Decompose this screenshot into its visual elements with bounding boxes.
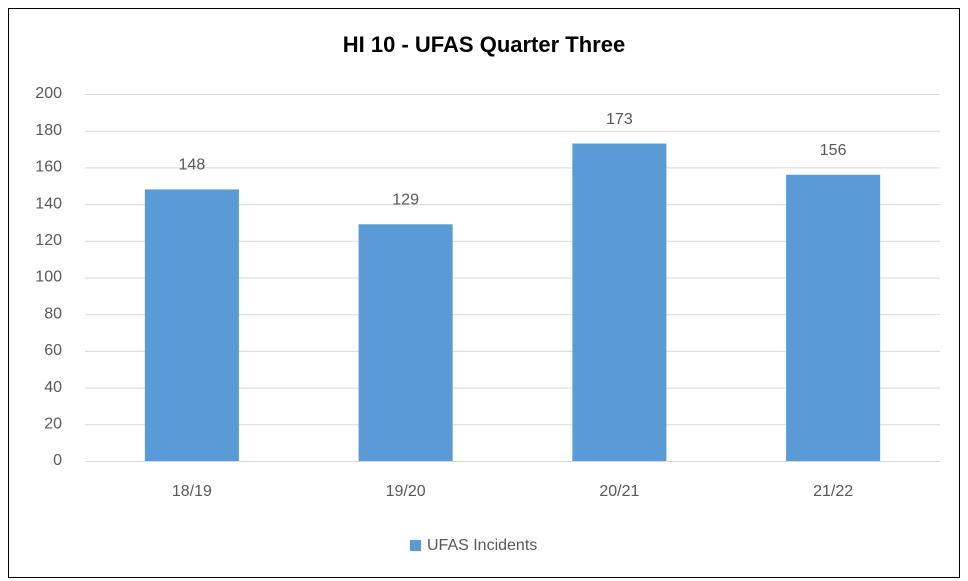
bar	[786, 174, 881, 462]
y-tick-label: 40	[44, 379, 62, 396]
y-tick-label: 140	[35, 195, 62, 212]
legend-label: UFAS Incidents	[427, 537, 537, 554]
x-tick-label: 21/22	[813, 483, 853, 500]
x-tick-label: 18/19	[172, 483, 212, 500]
legend-swatch	[410, 540, 421, 551]
y-tick-label: 120	[35, 232, 62, 249]
data-label: 156	[820, 142, 847, 159]
bar	[358, 224, 453, 461]
data-label: 129	[392, 192, 419, 209]
y-tick-label: 160	[35, 159, 62, 176]
chart-title: HI 10 - UFAS Quarter Three	[343, 32, 625, 57]
y-tick-label: 100	[35, 269, 62, 286]
data-label: 173	[606, 111, 633, 128]
y-tick-label: 200	[35, 85, 62, 102]
y-tick-label: 60	[44, 342, 62, 359]
x-tick-label: 19/20	[386, 483, 426, 500]
y-tick-label: 0	[53, 452, 62, 469]
data-label: 148	[179, 157, 206, 174]
x-tick-label: 20/21	[599, 483, 639, 500]
bar	[144, 189, 239, 462]
bar	[572, 143, 667, 462]
y-tick-label: 180	[35, 122, 62, 139]
y-tick-label: 20	[44, 416, 62, 433]
y-tick-label: 80	[44, 305, 62, 322]
